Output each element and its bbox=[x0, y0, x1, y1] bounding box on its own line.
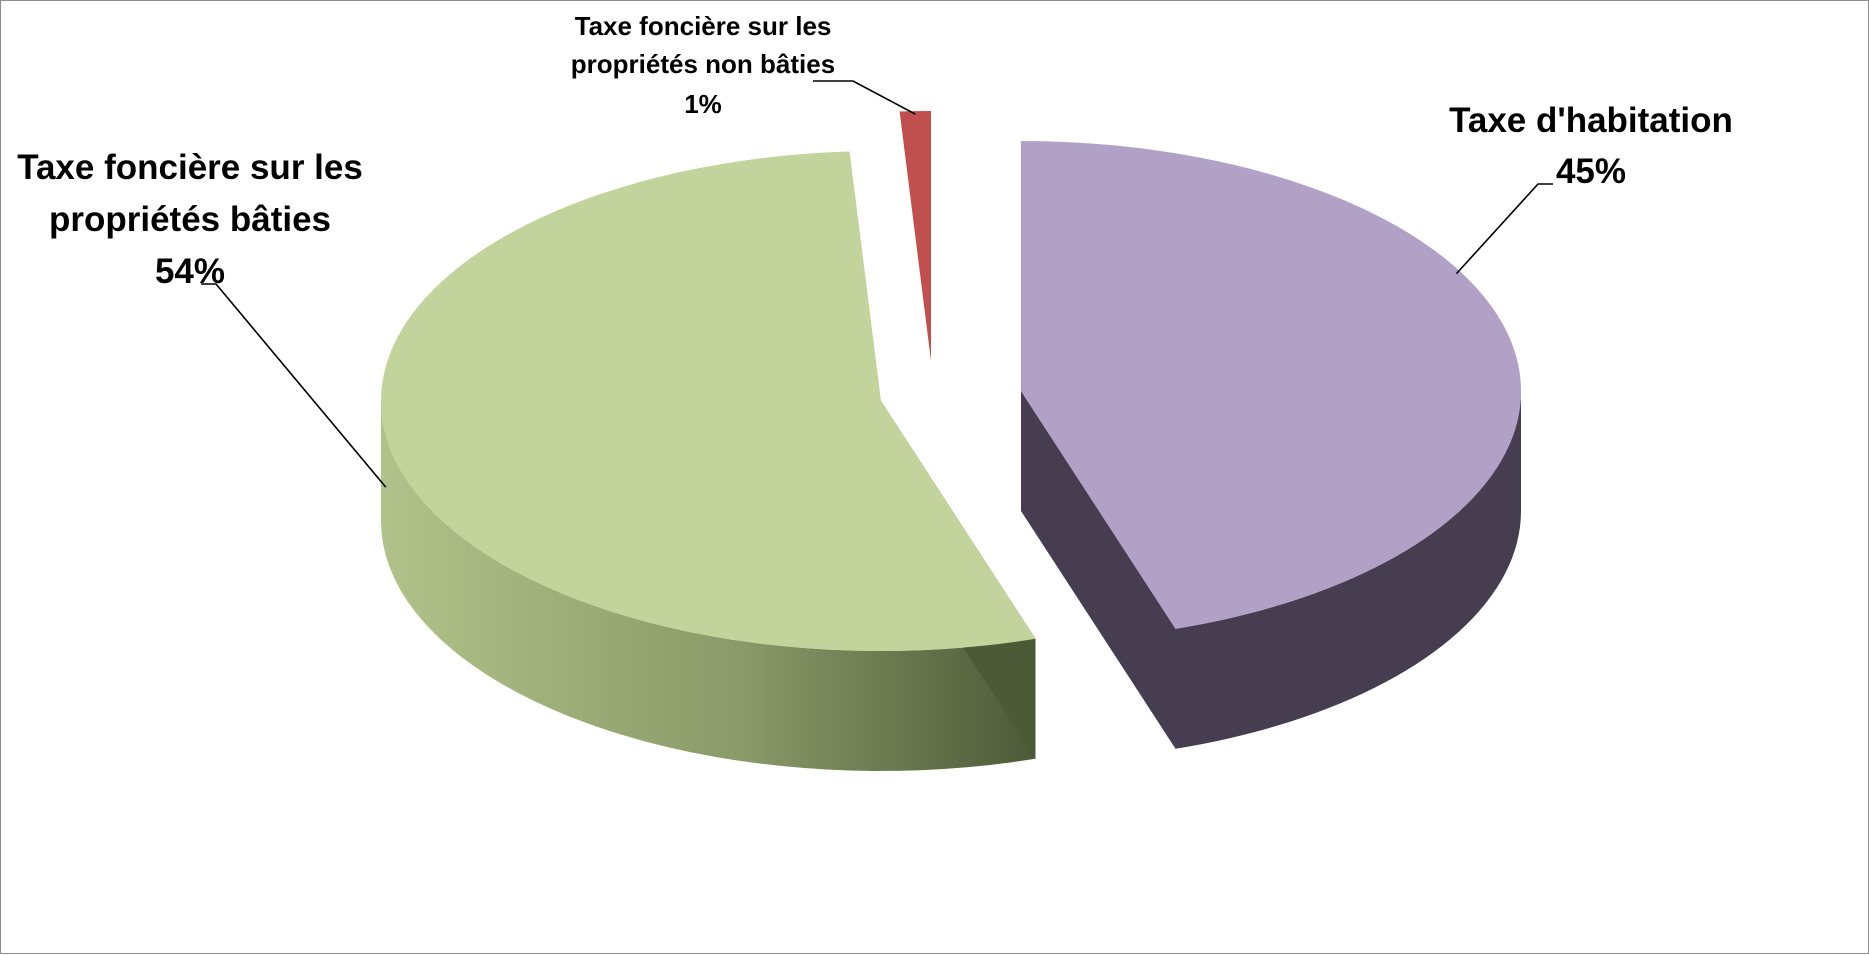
slice-side-wall bbox=[1175, 391, 1521, 749]
leader-line-taxe-habitation bbox=[1455, 183, 1553, 275]
slice-label-percent: 1% bbox=[684, 89, 722, 119]
leader-line-taxe-fonciere-non-baties bbox=[813, 80, 916, 115]
slice-label-name-line1: Taxe foncière sur les bbox=[575, 11, 832, 41]
slice-taxe-habitation bbox=[1021, 141, 1521, 749]
slice-top bbox=[1021, 141, 1521, 629]
slice-cut-face bbox=[1021, 391, 1176, 749]
slice-label-percent: 54% bbox=[155, 252, 225, 291]
slice-side-wall bbox=[381, 401, 1036, 771]
slice-label-name-line2: propriétés bâties bbox=[49, 200, 331, 239]
slice-label-name: Taxe d'habitation bbox=[1449, 101, 1733, 140]
slice-top bbox=[381, 151, 1036, 651]
slice-label-name-line2: propriétés non bâties bbox=[571, 49, 835, 79]
data-label-taxe-fonciere-non-baties: Taxe foncière sur les propriétés non bât… bbox=[571, 11, 835, 119]
leader-lines bbox=[201, 80, 1553, 488]
slice-taxe-fonciere-non-baties bbox=[899, 111, 931, 361]
slice-label-percent: 45% bbox=[1556, 152, 1626, 191]
slice-taxe-fonciere-baties bbox=[381, 151, 1036, 771]
slice-label-name-line1: Taxe foncière sur les bbox=[17, 148, 363, 187]
pie-slices bbox=[381, 111, 1521, 771]
data-label-taxe-habitation: Taxe d'habitation 45% bbox=[1449, 101, 1733, 191]
data-label-taxe-fonciere-baties: Taxe foncière sur les propriétés bâties … bbox=[17, 148, 363, 291]
leader-line-taxe-fonciere-baties bbox=[201, 283, 387, 488]
slice-top bbox=[899, 111, 931, 361]
